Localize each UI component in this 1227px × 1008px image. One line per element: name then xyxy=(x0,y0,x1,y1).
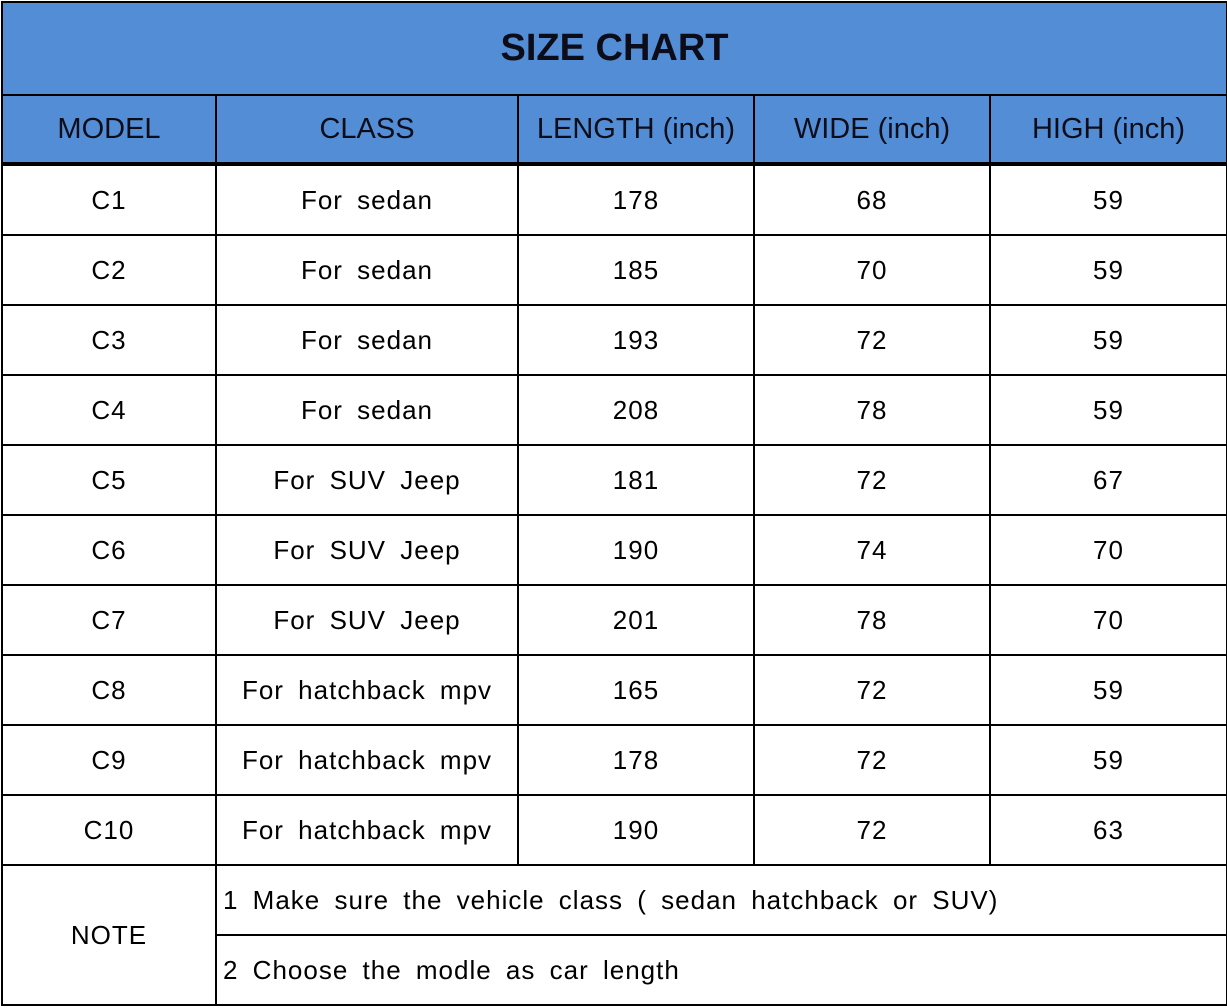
cell-length: 181 xyxy=(517,444,755,516)
cell-class: For sedan xyxy=(215,163,519,236)
cell-wide: 72 xyxy=(753,654,991,726)
cell-model: C6 xyxy=(1,514,217,586)
table-title: SIZE CHART xyxy=(1,1,1227,96)
cell-model: C10 xyxy=(1,794,217,866)
column-header-high: HIGH (inch) xyxy=(989,94,1227,166)
table-row: C2 For sedan 185 70 59 xyxy=(1,234,1227,306)
cell-model: C5 xyxy=(1,444,217,516)
table-row: C8 For hatchback mpv 165 72 59 xyxy=(1,654,1227,726)
cell-high: 59 xyxy=(989,724,1227,796)
cell-wide: 72 xyxy=(753,444,991,516)
cell-length: 193 xyxy=(517,304,755,376)
cell-length: 208 xyxy=(517,374,755,446)
cell-wide: 72 xyxy=(753,794,991,866)
cell-wide: 72 xyxy=(753,724,991,796)
table-row: C9 For hatchback mpv 178 72 59 xyxy=(1,724,1227,796)
cell-high: 59 xyxy=(989,654,1227,726)
cell-class: For SUV Jeep xyxy=(215,444,519,516)
cell-high: 59 xyxy=(989,304,1227,376)
cell-wide: 72 xyxy=(753,304,991,376)
cell-model: C9 xyxy=(1,724,217,796)
cell-class: For hatchback mpv xyxy=(215,654,519,726)
cell-model: C1 xyxy=(1,163,217,236)
table-row: C1 For sedan 178 68 59 xyxy=(1,163,1227,236)
cell-length: 185 xyxy=(517,234,755,306)
cell-model: C4 xyxy=(1,374,217,446)
cell-high: 63 xyxy=(989,794,1227,866)
cell-wide: 70 xyxy=(753,234,991,306)
cell-model: C8 xyxy=(1,654,217,726)
cell-high: 59 xyxy=(989,163,1227,236)
cell-wide: 78 xyxy=(753,374,991,446)
cell-class: For SUV Jeep xyxy=(215,584,519,656)
cell-model: C3 xyxy=(1,304,217,376)
cell-length: 190 xyxy=(517,514,755,586)
table-row: C7 For SUV Jeep 201 78 70 xyxy=(1,584,1227,656)
note-line: 2 Choose the modle as car length xyxy=(215,934,1227,1006)
table-row: C10 For hatchback mpv 190 72 63 xyxy=(1,794,1227,866)
cell-model: C2 xyxy=(1,234,217,306)
table-row: C6 For SUV Jeep 190 74 70 xyxy=(1,514,1227,586)
note-line: 1 Make sure the vehicle class ( sedan ha… xyxy=(215,864,1227,936)
cell-wide: 74 xyxy=(753,514,991,586)
cell-class: For sedan xyxy=(215,374,519,446)
cell-class: For SUV Jeep xyxy=(215,514,519,586)
cell-length: 178 xyxy=(517,724,755,796)
note-label: NOTE xyxy=(1,864,217,1006)
cell-high: 70 xyxy=(989,584,1227,656)
cell-length: 201 xyxy=(517,584,755,656)
cell-high: 59 xyxy=(989,374,1227,446)
cell-length: 190 xyxy=(517,794,755,866)
column-header-model: MODEL xyxy=(1,94,217,166)
cell-class: For hatchback mpv xyxy=(215,724,519,796)
cell-model: C7 xyxy=(1,584,217,656)
note-row: NOTE 1 Make sure the vehicle class ( sed… xyxy=(1,864,1227,1006)
cell-length: 165 xyxy=(517,654,755,726)
column-header-class: CLASS xyxy=(215,94,519,166)
cell-wide: 78 xyxy=(753,584,991,656)
cell-class: For sedan xyxy=(215,234,519,306)
cell-high: 67 xyxy=(989,444,1227,516)
table-row: C5 For SUV Jeep 181 72 67 xyxy=(1,444,1227,516)
cell-high: 59 xyxy=(989,234,1227,306)
cell-high: 70 xyxy=(989,514,1227,586)
table-row: C3 For sedan 193 72 59 xyxy=(1,304,1227,376)
column-header-wide: WIDE (inch) xyxy=(753,94,991,166)
header-row: MODEL CLASS LENGTH (inch) WIDE (inch) HI… xyxy=(1,94,1227,166)
cell-class: For hatchback mpv xyxy=(215,794,519,866)
cell-length: 178 xyxy=(517,163,755,236)
cell-wide: 68 xyxy=(753,163,991,236)
table-row: C4 For sedan 208 78 59 xyxy=(1,374,1227,446)
note-row: 2 Choose the modle as car length xyxy=(2,934,1227,1006)
column-header-length: LENGTH (inch) xyxy=(517,94,755,166)
cell-class: For sedan xyxy=(215,304,519,376)
